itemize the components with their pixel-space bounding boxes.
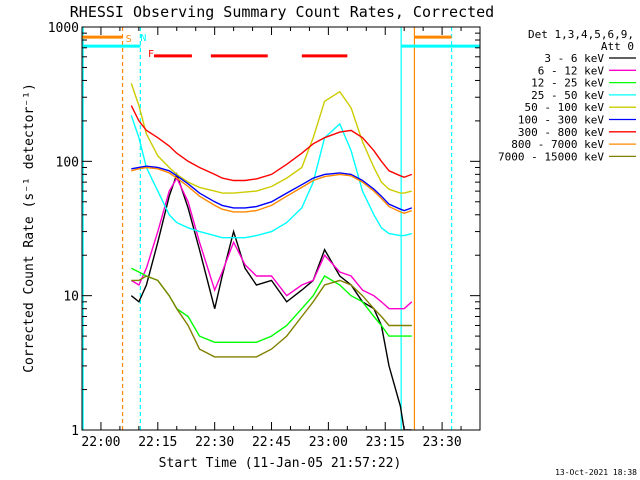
plot-frame <box>81 26 481 431</box>
legend-entry-1: 6 - 12 keV <box>538 64 605 77</box>
x-axis-ticks: 22:00 22:15 22:30 22:45 23:00 23:15 23:30 <box>81 27 481 450</box>
series-line-2 <box>130 267 412 343</box>
legend-entry-6: 300 - 800 keV <box>518 126 604 139</box>
x-tick-label-4: 23:00 <box>309 435 348 450</box>
y-axis-ticks: 1 10 100 1000 <box>48 21 480 439</box>
legend-entry-5: 100 - 300 keV <box>518 114 604 127</box>
legend-entry-8: 7000 - 15000 keV <box>498 150 604 163</box>
x-tick-label-2: 22:30 <box>195 435 234 450</box>
flag-label-0: S <box>126 34 132 45</box>
legend-entry-0: 3 - 6 keV <box>544 52 604 65</box>
series-line-8 <box>131 275 412 358</box>
series-line-4 <box>130 83 412 194</box>
flag-label-2: F <box>148 49 154 60</box>
x-tick-label-3: 22:45 <box>252 435 291 450</box>
y-tick-label-0: 1 <box>71 424 79 439</box>
x-tick-label-0: 22:00 <box>81 435 120 450</box>
legend-header-1: Att 0 <box>601 40 634 53</box>
legend-header-0: Det 1,3,4,5,6,9, <box>528 28 634 41</box>
y-tick-label-1: 10 <box>63 290 79 305</box>
legend-entry-4: 50 - 100 keV <box>525 101 605 114</box>
legend-entry-7: 800 - 7000 keV <box>511 138 604 151</box>
legend-entry-3: 25 - 50 keV <box>531 89 604 102</box>
legend-entry-2: 12 - 25 keV <box>531 77 604 90</box>
chart-title: RHESSI Observing Summary Count Rates, Co… <box>70 3 494 21</box>
series-line-0 <box>130 172 412 430</box>
series-line-7 <box>131 166 413 215</box>
x-axis-label: Start Time (11-Jan-05 21:57:22) <box>159 456 402 471</box>
series-line-5 <box>131 165 413 212</box>
x-tick-label-1: 22:15 <box>138 435 177 450</box>
series-line-3 <box>130 115 412 239</box>
series-line-1 <box>130 176 413 310</box>
timestamp: 13-Oct-2021 18:38 <box>555 468 637 477</box>
series-lines <box>130 83 413 430</box>
vertical-marker-lines <box>82 27 453 430</box>
y-tick-label-3: 1000 <box>48 21 79 36</box>
series-line-6 <box>130 105 413 182</box>
y-axis-label: Corrected Count Rate (s⁻¹ detector⁻¹) <box>22 83 37 373</box>
flag-bars: S NF <box>82 33 480 60</box>
y-tick-label-2: 100 <box>56 155 79 170</box>
flag-label-1: N <box>140 33 146 44</box>
x-tick-label-6: 23:30 <box>423 435 462 450</box>
x-tick-label-5: 23:15 <box>366 435 405 450</box>
